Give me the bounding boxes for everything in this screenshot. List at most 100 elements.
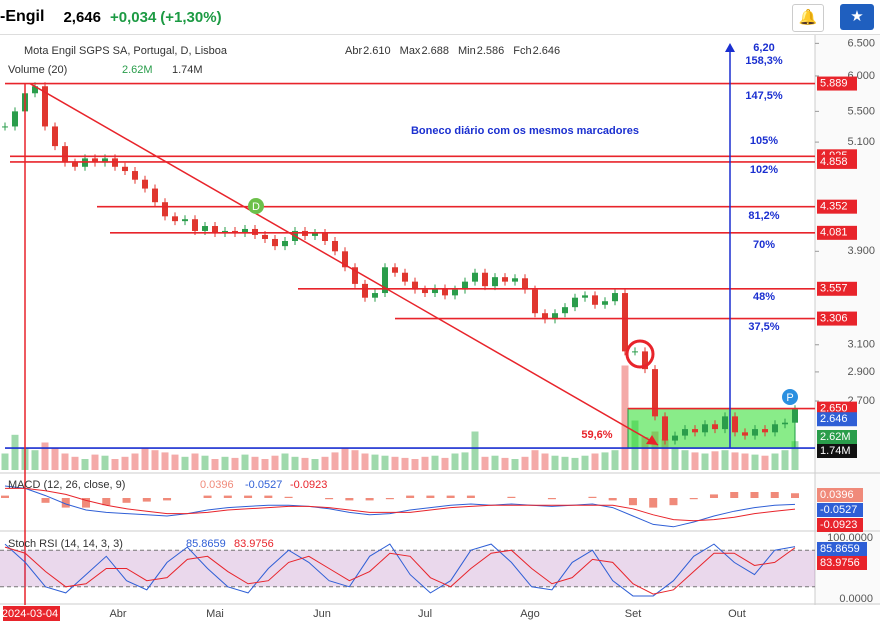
candle — [422, 289, 428, 294]
candle — [732, 416, 738, 433]
macd-hist — [203, 495, 212, 498]
volume-bar — [141, 448, 149, 470]
volume-bar — [71, 456, 79, 470]
y-tick-label: 5.100 — [847, 136, 875, 148]
candle — [582, 295, 588, 298]
candle — [512, 278, 518, 282]
x-tick-label: Out — [728, 608, 746, 620]
trend-arrow — [646, 435, 658, 445]
y-tick-label: 3.100 — [847, 339, 875, 351]
volume-bar — [461, 452, 469, 470]
volume-bar — [351, 450, 359, 470]
volume-bar — [211, 459, 219, 470]
target-label: 102% — [750, 164, 778, 176]
level-label: 4.858 — [820, 156, 848, 168]
price-tag-label: 2.646 — [820, 413, 848, 425]
alert-button[interactable]: 🔔 — [792, 4, 824, 32]
macd-hist — [588, 496, 597, 498]
macd-legend-value: -0.0923 — [290, 479, 327, 491]
volume-ma: 1.74M — [172, 64, 203, 76]
volume-bar — [321, 456, 329, 470]
volume-bar — [401, 457, 409, 470]
volume-bar — [521, 456, 529, 470]
volume-bar — [591, 453, 599, 470]
candle — [2, 126, 8, 128]
candle — [652, 369, 658, 417]
volume-bar — [781, 450, 789, 470]
watchlist-button[interactable]: ★ — [840, 4, 874, 30]
volume-bar — [791, 441, 799, 470]
change: +0,034 — [109, 8, 157, 26]
volume-bar — [51, 448, 59, 470]
volume-bar — [601, 452, 609, 470]
candle — [742, 432, 748, 436]
stoch-legend-value: 85.8659 — [186, 538, 226, 550]
volume-bar — [701, 453, 709, 470]
macd-tag — [817, 518, 863, 532]
macd-line — [4, 485, 796, 528]
level-tag — [817, 76, 857, 91]
level-tag — [817, 154, 857, 169]
volume-bar — [171, 454, 179, 470]
volume-bar — [241, 454, 249, 470]
candle — [662, 416, 668, 441]
macd-hist — [284, 496, 293, 498]
macd-hist — [264, 495, 273, 498]
marker-label: P — [786, 392, 793, 404]
volume-bar — [621, 365, 629, 470]
volume-bar — [471, 431, 479, 470]
ticker: -Engil — [0, 8, 45, 25]
volume-bar — [561, 456, 569, 470]
y-tick-label: 2.900 — [847, 366, 875, 378]
volume-bar — [231, 457, 239, 470]
volume-bar — [61, 453, 69, 470]
candle — [762, 429, 768, 433]
macd-hist — [365, 498, 374, 501]
volume-bar — [331, 452, 339, 470]
candle — [72, 162, 78, 167]
candle — [92, 158, 98, 163]
volume-bar — [161, 452, 169, 470]
volume-bar — [641, 437, 649, 470]
ohlc-key: Min — [458, 45, 476, 57]
volume-bar — [121, 456, 129, 470]
volume-bar — [411, 459, 419, 470]
y-tick-label: 3.900 — [847, 245, 875, 257]
change-pct: (+1,30%) — [160, 8, 222, 26]
volume-bar — [151, 450, 159, 470]
volume-bar — [251, 456, 259, 470]
macd-legend-value: 0.0396 — [200, 479, 234, 491]
candle — [772, 424, 778, 433]
volume-bar — [751, 454, 759, 470]
target-label: 81,2% — [748, 210, 779, 222]
candle — [492, 277, 498, 287]
candle — [162, 202, 168, 217]
macd-tag-label: -0.0527 — [820, 504, 857, 516]
level-tag — [817, 281, 857, 296]
candle — [392, 267, 398, 273]
volume-bar — [291, 456, 299, 470]
macd-hist — [385, 498, 394, 500]
level-label: 5.889 — [820, 77, 848, 89]
stoch-line — [4, 546, 796, 595]
candle — [792, 409, 798, 423]
candle — [262, 234, 268, 239]
candle — [142, 179, 148, 189]
macd-hist — [142, 498, 151, 502]
trend-line — [29, 82, 659, 446]
ohlc-key: Abr — [345, 45, 362, 57]
target-label: 37,5% — [748, 321, 779, 333]
candle — [122, 166, 128, 172]
x-tick-label: Set — [625, 608, 642, 620]
candle — [712, 424, 718, 430]
header: -Engil 2,646 +0,034 (+1,30%) 🔔 ★ — [0, 0, 880, 35]
volume-bar — [131, 453, 139, 470]
candle — [362, 283, 368, 298]
volume-tag-label: 2.62M — [820, 431, 851, 443]
stoch-line — [4, 543, 796, 597]
price: 2,646 — [63, 8, 101, 26]
volume-bar — [261, 459, 269, 470]
volume-bar — [341, 448, 349, 470]
macd-hist — [102, 498, 111, 506]
